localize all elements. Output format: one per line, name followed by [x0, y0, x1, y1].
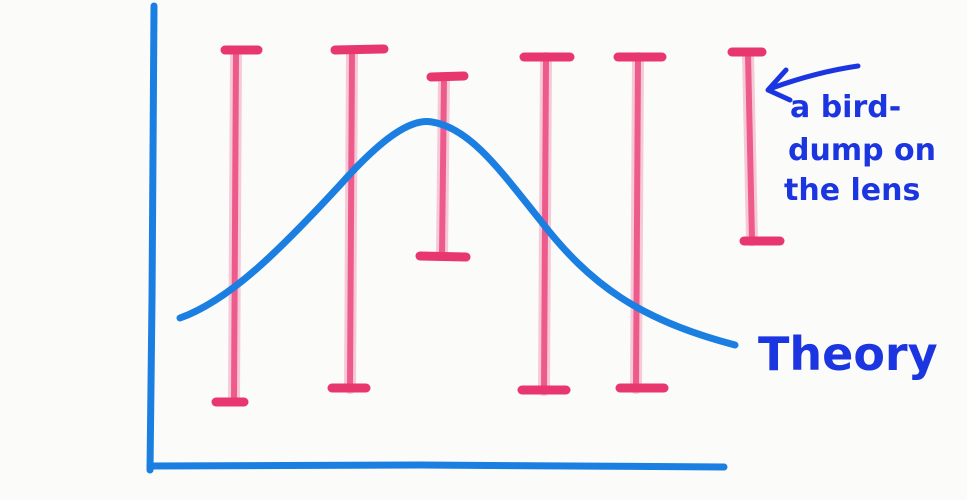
y-axis [150, 6, 154, 470]
whiteboard-sketch: a bird- dump on the lens Theory [0, 0, 967, 500]
x-axis [150, 465, 724, 467]
annotation-line: a bird- [790, 90, 901, 125]
annotation-line: dump on [788, 133, 936, 168]
curve-label: Theory [758, 327, 938, 381]
annotation-line: the lens [784, 173, 920, 208]
